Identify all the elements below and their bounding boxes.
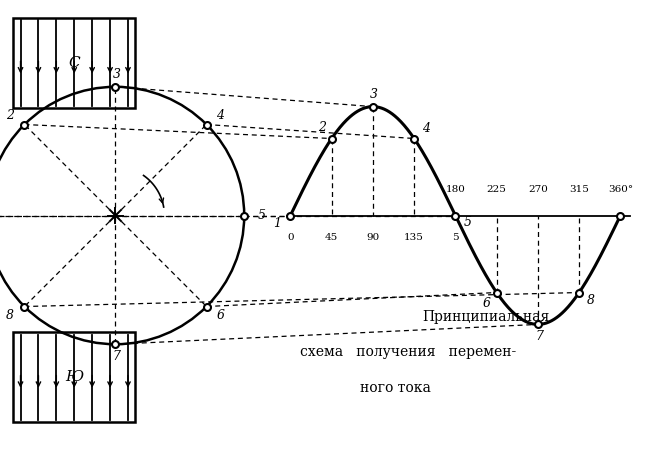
Text: 0: 0 (287, 233, 294, 242)
Text: 6: 6 (482, 297, 491, 310)
Text: С: С (69, 56, 80, 70)
Text: 5: 5 (463, 216, 471, 229)
Text: 360°: 360° (608, 185, 633, 194)
Text: 270: 270 (528, 185, 548, 194)
Text: 7: 7 (113, 350, 121, 363)
Text: 4: 4 (422, 122, 430, 135)
Text: 45: 45 (325, 233, 339, 242)
Text: Принципиальная: Принципиальная (422, 309, 550, 324)
Text: 5: 5 (257, 209, 265, 222)
Text: 1: 1 (273, 217, 281, 230)
Text: 8: 8 (587, 294, 595, 307)
Text: 5: 5 (452, 233, 459, 242)
Text: 6: 6 (217, 309, 225, 322)
Text: 180: 180 (446, 185, 465, 194)
Text: ного тока: ного тока (360, 381, 430, 396)
Text: 8: 8 (6, 309, 14, 322)
Text: 4: 4 (216, 109, 224, 122)
Text: 135: 135 (404, 233, 424, 242)
Text: схема   получения   перемен-: схема получения перемен- (300, 345, 517, 360)
Text: 2: 2 (6, 109, 14, 122)
Text: 3: 3 (370, 88, 378, 101)
Text: 225: 225 (486, 185, 507, 194)
Text: Ю: Ю (65, 370, 83, 384)
Text: 3: 3 (113, 68, 121, 81)
Text: 90: 90 (366, 233, 379, 242)
Text: 315: 315 (569, 185, 589, 194)
Text: 7: 7 (535, 330, 543, 343)
Text: 2: 2 (317, 121, 326, 134)
